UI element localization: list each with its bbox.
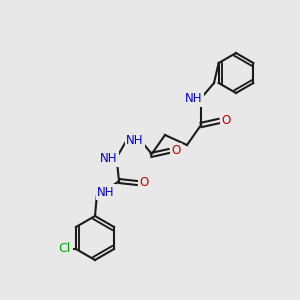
Text: O: O [171, 145, 181, 158]
Text: O: O [221, 115, 231, 128]
Text: NH: NH [126, 134, 144, 148]
Text: O: O [140, 176, 148, 190]
Text: NH: NH [97, 185, 115, 199]
Text: NH: NH [185, 92, 203, 106]
Text: Cl: Cl [58, 242, 70, 256]
Text: NH: NH [100, 152, 118, 166]
